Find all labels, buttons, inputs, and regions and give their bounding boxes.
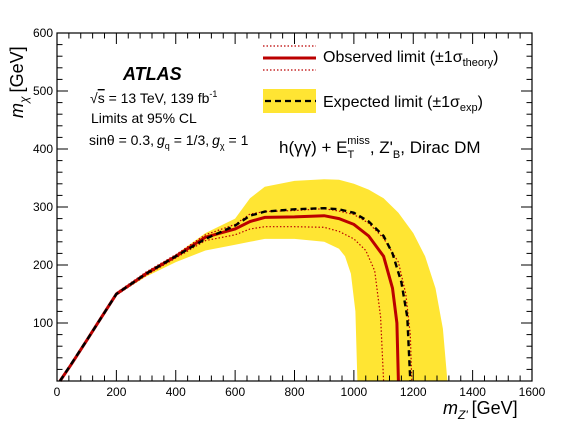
legend-observed-symbol <box>263 45 316 71</box>
couplings-label: sinθ = 0.3, gq = 1/3, gχ = 1 <box>89 132 249 151</box>
legend-observed-label: Observed limit (±1σtheory) <box>323 49 498 69</box>
y-axis-title: mχ[GeV] <box>7 46 31 118</box>
cl-label: Limits at 95% CL <box>91 110 197 126</box>
axis-ticks: 0 200 400 600 800 1000 1200 1400 1600 100 200 300 40… <box>33 26 546 399</box>
x-tick-label: 1000 <box>341 385 368 399</box>
expected-band <box>60 179 448 381</box>
model-label: h(γγ) + ETmiss, Z'B, Dirac DM <box>279 135 481 161</box>
x-tick-label: 600 <box>225 385 245 399</box>
series-line-3 <box>58 206 412 382</box>
x-axis-title: mZ' [GeV] <box>443 398 518 422</box>
y-tick-label: 300 <box>33 200 53 214</box>
y-tick-label: 100 <box>33 316 53 330</box>
energy-label: √s = 13 TeV, 139 fb-1 <box>90 89 217 106</box>
legend-expected-symbol <box>263 89 316 113</box>
x-tick-label: 1200 <box>400 385 427 399</box>
plot-area <box>58 179 448 382</box>
atlas-label: ATLAS <box>122 64 182 84</box>
x-tick-label: 800 <box>284 385 304 399</box>
y-tick-label: 600 <box>33 26 53 40</box>
y-tick-label: 500 <box>33 84 53 98</box>
x-tick-label: 1400 <box>459 385 486 399</box>
x-tick-label: 400 <box>166 385 186 399</box>
legend-expected-label: Expected limit (±1σexp) <box>323 94 483 114</box>
series-line-2 <box>59 226 385 382</box>
y-tick-label: 200 <box>33 258 53 272</box>
x-tick-label: 200 <box>106 385 126 399</box>
x-tick-label: 1600 <box>519 385 546 399</box>
y-tick-label: 400 <box>33 142 53 156</box>
legend: Observed limit (±1σtheory) Expected limi… <box>263 45 498 114</box>
x-tick-label: 0 <box>54 385 61 399</box>
